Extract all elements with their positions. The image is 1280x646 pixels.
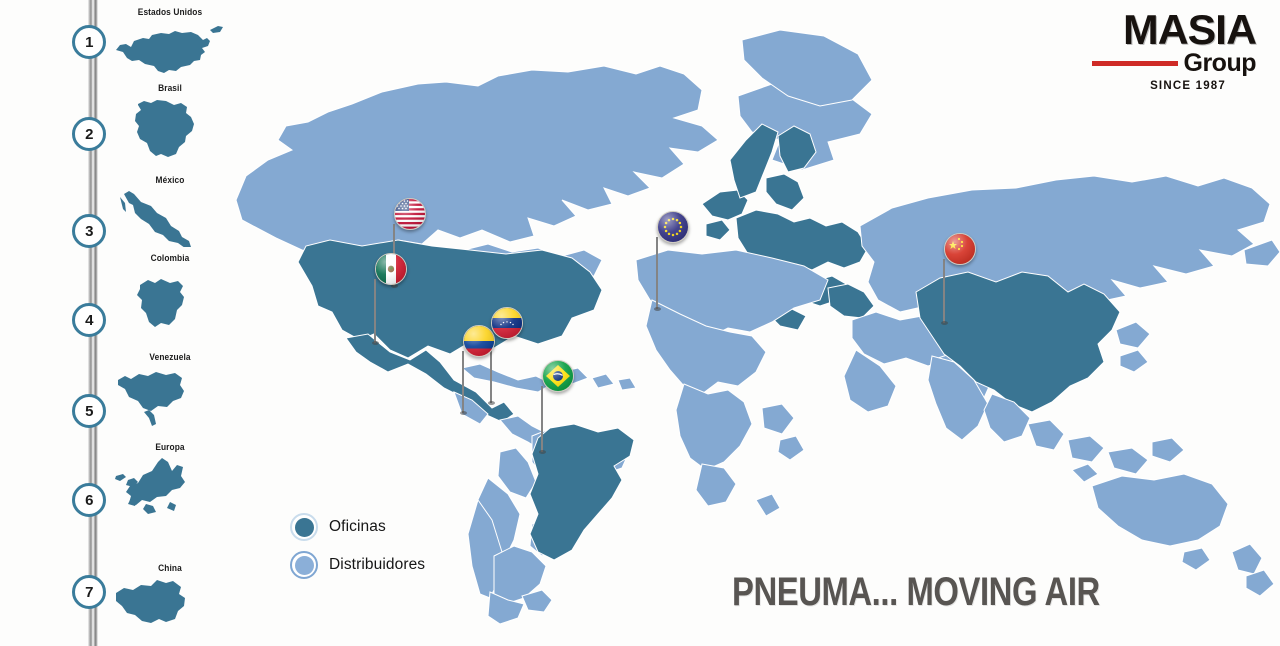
timeline-label: Estados Unidos	[137, 7, 203, 18]
legend-swatch-oficinas	[290, 513, 318, 541]
world-map	[232, 0, 1280, 640]
country-shape-europe	[110, 456, 230, 518]
timeline-label: Brasil	[158, 83, 182, 94]
logo-since-text: SINCE 1987	[1150, 79, 1226, 92]
continent-africa	[635, 249, 829, 517]
timeline-number-badge[interactable]: 2	[72, 117, 106, 151]
legend-label: Distribuidores	[329, 556, 426, 573]
masia-group-logo: MASIA Group SINCE 1987	[1072, 9, 1257, 92]
legend-swatch-distribuidores	[290, 551, 318, 579]
legend-label: Oficinas	[329, 518, 386, 535]
pin-stem	[653, 237, 662, 311]
timeline-number-badge[interactable]: 5	[72, 394, 106, 428]
region-china	[915, 271, 1121, 413]
tagline: PNEUMA... MOVING AIR	[732, 570, 1100, 614]
legend-item-oficinas[interactable]: Oficinas	[290, 508, 425, 546]
map-legend: Oficinas Distribuidores	[290, 508, 425, 584]
region-brasil	[529, 423, 635, 561]
us-flag-icon[interactable]	[394, 198, 426, 230]
timeline-number-badge[interactable]: 3	[72, 214, 106, 248]
pin-stem	[940, 259, 949, 325]
logo-red-bar	[1091, 60, 1178, 66]
timeline-number-badge[interactable]: 6	[72, 483, 106, 517]
logo-subword: Group	[1183, 48, 1257, 77]
timeline-label: China	[158, 563, 182, 574]
mx-flag-icon[interactable]	[375, 253, 407, 285]
timeline-label: Colombia	[150, 253, 190, 264]
region-south-asia	[927, 321, 1185, 475]
country-shape-mexico	[110, 189, 230, 247]
timeline-label: Venezuela	[149, 352, 191, 363]
country-shape-venezuela	[110, 366, 230, 428]
cn-flag-icon[interactable]	[944, 233, 976, 265]
co-flag-icon[interactable]	[463, 325, 495, 357]
timeline-number-badge[interactable]: 4	[72, 303, 106, 337]
country-shape-colombia	[110, 269, 230, 339]
br-flag-icon[interactable]	[542, 360, 574, 392]
timeline-label: México	[155, 175, 185, 186]
continent-oceania	[1071, 463, 1275, 597]
country-shape-china	[110, 575, 230, 635]
logo-wordmark: MASIA	[1123, 6, 1257, 53]
eu-flag-icon[interactable]	[657, 211, 689, 243]
timeline-number-badge[interactable]: 7	[72, 575, 106, 609]
world-map-svg	[235, 29, 1280, 625]
pin-stem	[487, 333, 496, 405]
country-timeline-sidebar: Estados Unidos 1 Brasil 2 México 3	[0, 0, 230, 646]
ve-flag-icon[interactable]	[491, 307, 523, 339]
country-shape-usa	[110, 20, 230, 76]
pin-stem	[538, 386, 547, 454]
timeline-label: Europa	[155, 442, 185, 453]
timeline-number-badge[interactable]: 1	[72, 25, 106, 59]
country-shape-brazil	[110, 96, 230, 158]
region-usa	[297, 239, 603, 359]
pin-stem	[459, 351, 468, 415]
pin-stem	[371, 279, 380, 345]
legend-item-distribuidores[interactable]: Distribuidores	[290, 546, 425, 584]
